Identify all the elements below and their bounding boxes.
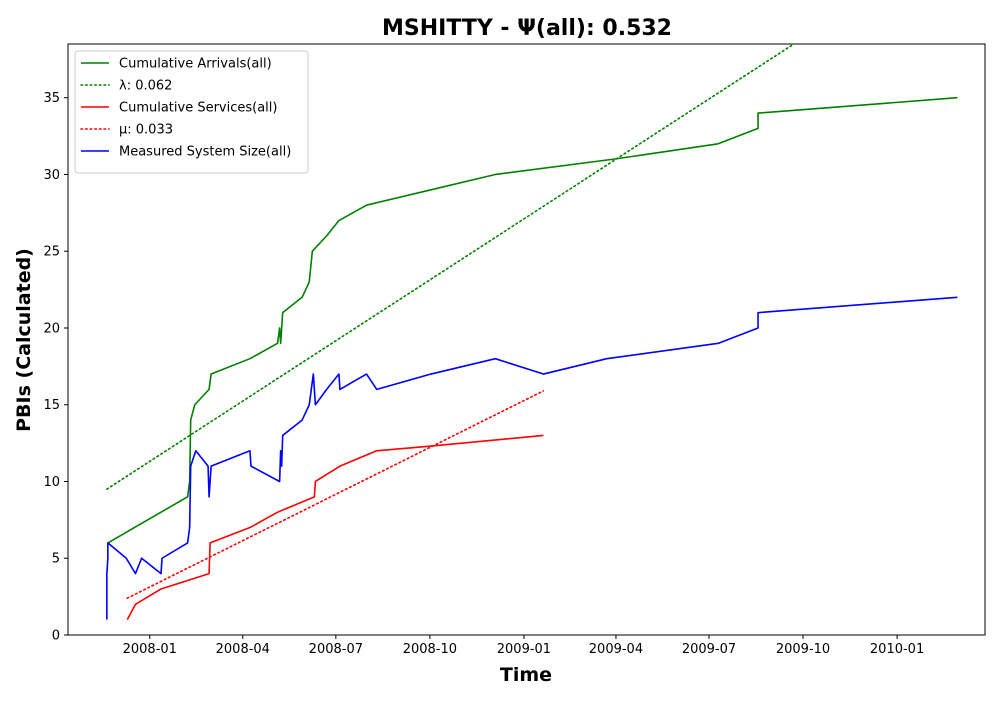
y-tick-label: 30 xyxy=(43,168,60,183)
x-axis-label: Time xyxy=(500,664,552,686)
legend-label-cumulative-services-all: Cumulative Services(all) xyxy=(119,101,277,116)
legend-label-cumulative-arrivals-all: Cumulative Arrivals(all) xyxy=(119,57,272,72)
x-axis: 2008-01 2008-04 2008-07 2008-10 2009-01 2009-… xyxy=(123,635,924,657)
x-tick-label: 2008-10 xyxy=(403,642,457,657)
y-axis-label: PBIs (Calculated) xyxy=(13,248,35,432)
series-line-1-cumulative-arrivals-all xyxy=(107,96,958,544)
series-line-5-measured-system-size-all xyxy=(106,296,958,620)
y-axis: 0 5 10 15 20 25 30 35 xyxy=(43,91,68,644)
plot-frame xyxy=(67,43,986,636)
y-tick-label: 25 xyxy=(43,245,60,260)
plot-lines xyxy=(106,44,958,621)
legend-label-measured-system-size-all: Measured System Size(all) xyxy=(119,145,291,160)
y-tick-label: 0 xyxy=(52,629,60,644)
x-tick-label: 2010-01 xyxy=(870,642,924,657)
chart-title: MSHITTY - Ψ(all): 0.532 xyxy=(382,16,672,41)
series-line-2-0-062 xyxy=(106,44,795,490)
x-tick-label: 2009-01 xyxy=(497,642,551,657)
legend-box xyxy=(74,50,309,174)
x-tick-label: 2009-07 xyxy=(682,642,736,657)
x-tick-label: 2009-04 xyxy=(589,642,643,657)
y-tick-label: 10 xyxy=(43,475,60,490)
x-tick-label: 2008-07 xyxy=(309,642,363,657)
y-tick-label: 5 xyxy=(52,552,60,567)
y-tick-label: 15 xyxy=(43,398,60,413)
x-tick-label: 2008-01 xyxy=(123,642,177,657)
series-line-3-cumulative-services-all xyxy=(126,434,544,621)
x-tick-label: 2009-10 xyxy=(776,642,830,657)
legend-label-0-062: λ: 0.062 xyxy=(119,79,172,94)
x-tick-label: 2008-04 xyxy=(216,642,270,657)
y-tick-label: 20 xyxy=(43,321,60,336)
legend: Cumulative Arrivals(all) λ: 0.062 Cumulati… xyxy=(74,50,309,174)
y-tick-label: 35 xyxy=(43,91,60,106)
legend-label-0-033: μ: 0.033 xyxy=(119,123,173,138)
series-line-4-0-033 xyxy=(126,390,545,599)
